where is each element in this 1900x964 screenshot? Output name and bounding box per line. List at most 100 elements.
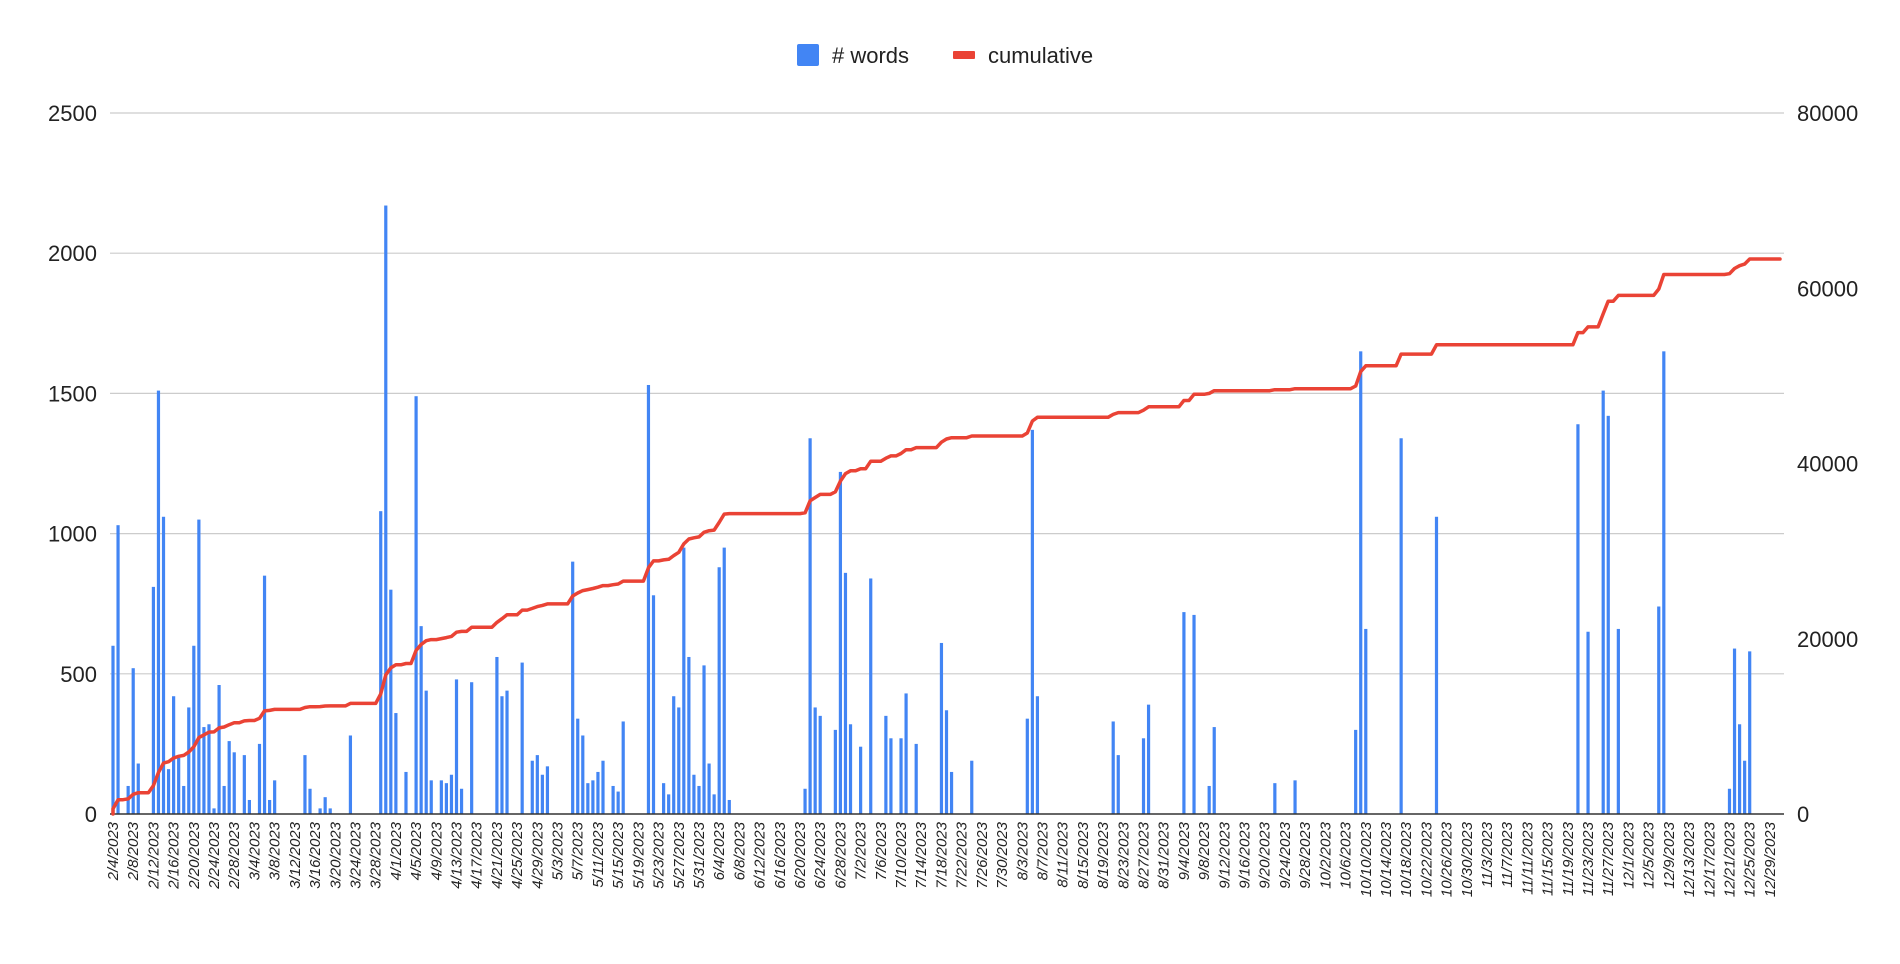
bar: [187, 707, 191, 814]
bar: [949, 771, 954, 814]
bar: [1359, 351, 1363, 814]
x-tick-label: 8/31/2023: [1156, 821, 1173, 888]
bar: [520, 662, 524, 814]
x-tick-label: 5/7/2023: [570, 821, 587, 880]
right-tick-label: 60000: [1797, 276, 1858, 301]
bar: [687, 656, 691, 814]
bar: [621, 721, 625, 814]
bar: [166, 769, 171, 814]
bar: [939, 642, 944, 814]
x-tick-label: 6/20/2023: [792, 821, 809, 888]
x-tick-label: 10/22/2023: [1418, 821, 1435, 897]
x-tick-label: 7/22/2023: [954, 821, 971, 888]
x-tick-label: 12/17/2023: [1701, 821, 1718, 897]
bar: [727, 799, 731, 814]
bar: [1030, 429, 1034, 814]
x-tick-label: 3/12/2023: [287, 821, 304, 888]
bar: [530, 760, 534, 814]
x-tick-label: 10/14/2023: [1378, 821, 1395, 897]
bar: [151, 586, 156, 814]
bar: [808, 438, 812, 814]
left-tick-label: 1500: [48, 381, 97, 406]
left-tick-label: 1000: [48, 522, 97, 547]
x-tick-label: 5/31/2023: [691, 821, 708, 888]
bar: [571, 561, 575, 814]
bar: [1182, 612, 1186, 814]
x-tick-label: 8/27/2023: [1136, 821, 1153, 888]
x-tick-label: 4/5/2023: [408, 821, 425, 880]
bar: [813, 707, 817, 814]
bar: [273, 780, 277, 814]
x-tick-label: 11/3/2023: [1479, 821, 1496, 887]
bar: [601, 760, 605, 814]
bar: [1576, 424, 1580, 814]
bar-series-words: [111, 205, 1752, 815]
x-tick-label: 2/28/2023: [226, 821, 243, 889]
bar: [439, 780, 443, 814]
bar: [904, 693, 908, 814]
x-tick-label: 10/2/2023: [1317, 821, 1334, 888]
bar: [212, 808, 216, 814]
x-tick-label: 12/5/2023: [1641, 821, 1658, 888]
bar: [136, 763, 140, 814]
left-tick-label: 0: [85, 802, 97, 827]
bar: [1192, 614, 1196, 814]
bar: [470, 682, 474, 814]
bar: [662, 783, 666, 814]
x-tick-label: 3/16/2023: [307, 821, 324, 888]
bar: [116, 525, 120, 814]
bar: [444, 783, 448, 814]
x-tick-label: 4/25/2023: [509, 821, 526, 888]
x-tick-label: 11/15/2023: [1540, 821, 1557, 896]
x-tick-label: 12/9/2023: [1661, 821, 1678, 888]
bar: [495, 656, 499, 814]
right-tick-label: 80000: [1797, 101, 1858, 126]
bar: [389, 589, 393, 814]
x-tick-label: 10/6/2023: [1338, 821, 1355, 888]
x-tick-label: 11/19/2023: [1560, 821, 1577, 896]
bar: [379, 511, 383, 814]
x-tick-label: 7/18/2023: [933, 821, 950, 888]
x-tick-label: 3/4/2023: [246, 821, 263, 880]
x-tick-label: 10/26/2023: [1439, 821, 1456, 897]
bar: [323, 797, 327, 814]
bar: [262, 575, 267, 814]
bar: [1293, 780, 1297, 814]
x-tick-label: 8/3/2023: [1014, 821, 1031, 880]
bar: [1743, 760, 1747, 814]
x-tick-label: 6/16/2023: [772, 821, 789, 888]
bar: [257, 743, 262, 814]
bar: [1035, 696, 1040, 814]
left-tick-label: 2000: [48, 241, 97, 266]
bar: [1273, 783, 1277, 814]
bar: [308, 788, 312, 814]
bar: [1606, 415, 1610, 814]
bar: [404, 771, 408, 814]
bar: [505, 690, 509, 814]
x-tick-label: 9/16/2023: [1237, 821, 1254, 888]
bar: [611, 785, 615, 814]
x-tick-label: 10/10/2023: [1358, 821, 1375, 897]
bar: [1364, 628, 1368, 814]
x-tick-label: 12/13/2023: [1681, 821, 1698, 897]
bar: [172, 696, 176, 814]
x-tick-label: 6/4/2023: [711, 821, 728, 880]
bar: [247, 799, 251, 814]
bar: [177, 757, 181, 814]
bar: [429, 780, 433, 814]
bar: [667, 794, 671, 814]
x-tick-label: 2/8/2023: [125, 821, 142, 881]
bar: [449, 774, 454, 814]
bar: [838, 471, 843, 814]
bar: [803, 788, 807, 814]
bar: [1732, 648, 1737, 814]
x-tick-label: 2/4/2023: [105, 821, 122, 881]
bar: [899, 738, 903, 814]
x-tick-label: 11/23/2023: [1580, 821, 1597, 896]
bar: [970, 760, 974, 814]
bar: [576, 718, 580, 814]
bar: [717, 567, 721, 814]
bar: [182, 785, 186, 814]
x-tick-label: 8/11/2023: [1055, 821, 1072, 887]
